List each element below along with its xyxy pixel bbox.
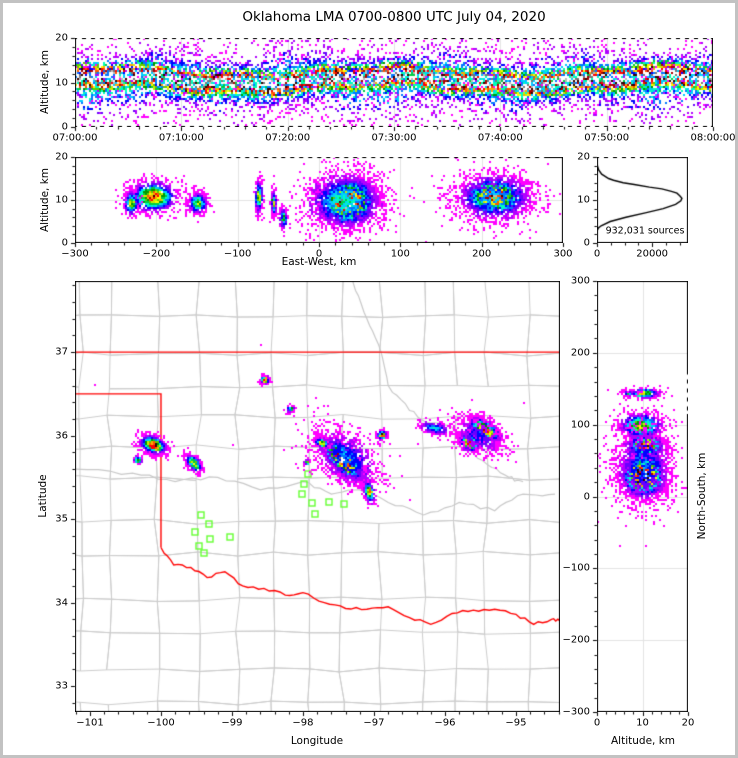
- time-panel-ylabel: Altitude, km: [39, 49, 51, 115]
- tick-label-ew-x: −200: [142, 248, 171, 260]
- tick-label-hist-y: 20: [577, 151, 590, 163]
- tick-label-time-x: 07:30:00: [371, 132, 417, 144]
- tick-label-ns-y: −200: [562, 634, 590, 646]
- tick-label-ew-y: 10: [55, 194, 68, 206]
- tick-label-time-x: 07:00:00: [52, 132, 98, 144]
- tick-label-map-y: 33: [55, 680, 68, 692]
- ns-panel-ylabel: North-South, km: [696, 452, 708, 540]
- tick-label-ns-y: −300: [562, 706, 590, 718]
- tick-label-ew-x: −100: [223, 248, 252, 260]
- north-south-altitude-panel: [597, 281, 688, 712]
- tick-label-ns-y: 200: [570, 347, 590, 359]
- tick-label-time-y: 10: [55, 77, 68, 88]
- tick-label-map-y: 37: [55, 346, 68, 358]
- tick-label-ns-x: 10: [636, 717, 649, 729]
- tick-label-ew-y: 20: [55, 151, 68, 163]
- tick-label-ns-x: 0: [593, 717, 601, 729]
- tick-label-hist-x: 0: [593, 248, 601, 260]
- tick-label-time-y: 0: [61, 121, 68, 133]
- plan-view-map-panel: [75, 281, 560, 712]
- tick-label-ew-y: 0: [61, 237, 68, 249]
- map-xlabel: Longitude: [290, 735, 344, 747]
- tick-label-map-x: −99: [221, 717, 243, 729]
- figure-title: Oklahoma LMA 0700-0800 UTC July 04, 2020: [242, 9, 546, 25]
- tick-label-time-x: 07:10:00: [158, 132, 204, 144]
- time-height-panel: [75, 38, 713, 127]
- tick-label-hist-y: 10: [577, 194, 590, 206]
- tick-label-map-y: 34: [55, 597, 68, 609]
- tick-label-map-x: −96: [434, 717, 456, 729]
- ew-panel-ylabel: Altitude, km: [39, 167, 51, 233]
- tick-label-map-y: 36: [55, 430, 68, 442]
- map-ylabel: Latitude: [37, 474, 49, 518]
- source-count-annotation: 932,031 sources: [605, 225, 685, 237]
- tick-label-map-x: −97: [363, 717, 385, 729]
- tick-label-map-x: −95: [505, 717, 527, 729]
- tick-label-map-x: −101: [76, 717, 104, 729]
- tick-label-time-y: 20: [55, 32, 68, 44]
- tick-label-time-x: 07:50:00: [584, 132, 630, 144]
- tick-label-ew-x: 200: [472, 248, 492, 260]
- tick-label-hist-x: 20000: [636, 248, 669, 260]
- ew-panel-xlabel: East-West, km: [281, 256, 357, 268]
- tick-label-map-x: −100: [147, 717, 175, 729]
- tick-label-ew-x: 300: [553, 248, 573, 260]
- tick-label-time-x: 07:40:00: [477, 132, 523, 144]
- ns-panel-xlabel: Altitude, km: [610, 735, 676, 747]
- tick-label-ew-x: 100: [390, 248, 410, 260]
- tick-label-map-x: −98: [292, 717, 314, 729]
- tick-label-ns-x: 20: [681, 717, 695, 729]
- tick-label-ns-y: 300: [570, 275, 590, 287]
- tick-label-ns-y: 0: [583, 491, 590, 502]
- tick-label-ns-y: −100: [562, 562, 590, 574]
- tick-label-map-y: 35: [55, 513, 68, 525]
- tick-label-time-x: 07:20:00: [265, 132, 311, 144]
- tick-label-ew-x: 0: [315, 248, 323, 260]
- tick-label-ew-x: −300: [61, 248, 89, 260]
- tick-label-time-x: 08:00:00: [690, 132, 736, 144]
- east-west-altitude-panel: [75, 157, 563, 243]
- tick-label-ns-y: 100: [570, 419, 590, 431]
- tick-label-hist-y: 0: [583, 237, 590, 249]
